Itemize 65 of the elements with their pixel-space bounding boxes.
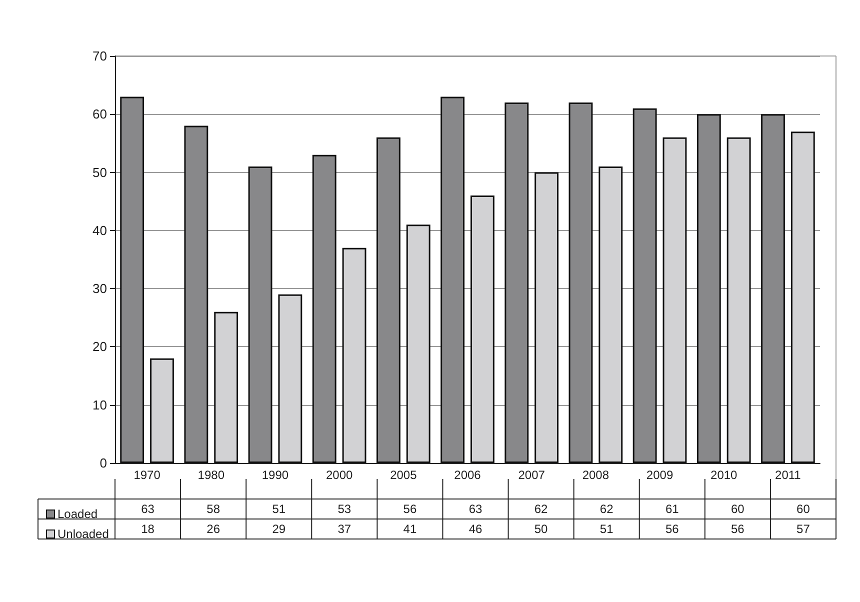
bar <box>470 196 494 463</box>
y-tick-label: 10 <box>92 397 107 412</box>
bar <box>790 132 815 463</box>
data-label: 56 <box>731 522 745 536</box>
data-label: 56 <box>665 522 680 536</box>
data-label: 50 <box>534 522 548 536</box>
data-label: 51 <box>600 522 614 536</box>
data-label: 57 <box>796 522 810 536</box>
data-label: 56 <box>403 502 417 516</box>
data-label: 46 <box>468 522 482 536</box>
x-tick-label: 2000 <box>326 468 353 482</box>
bar <box>248 166 272 463</box>
x-tick-label: 1990 <box>262 468 289 482</box>
y-tick-label: 30 <box>92 281 107 296</box>
x-tick-label: 2005 <box>390 468 418 482</box>
bar <box>312 154 336 463</box>
bar <box>598 166 623 463</box>
y-tick-label: 0 <box>100 456 107 470</box>
data-label: 29 <box>272 522 286 536</box>
data-label: 37 <box>338 522 352 536</box>
data-label: 51 <box>272 502 286 516</box>
bar <box>184 126 208 463</box>
bar <box>632 108 657 463</box>
legend-label: Loaded <box>58 507 98 521</box>
bar <box>406 224 430 463</box>
data-label: 63 <box>468 502 482 516</box>
data-label: 18 <box>141 522 155 536</box>
bar <box>440 96 465 463</box>
bar <box>568 102 593 463</box>
bar <box>662 137 687 463</box>
x-tick-label: 2007 <box>518 468 546 482</box>
bar <box>534 172 559 463</box>
data-label: 62 <box>600 502 614 516</box>
data-label: 62 <box>534 502 548 516</box>
data-label: 53 <box>338 502 352 516</box>
x-tick-label: 2011 <box>775 468 802 482</box>
bar <box>376 137 400 463</box>
x-tick-label: 2006 <box>454 468 482 482</box>
y-tick-label: 20 <box>92 339 107 354</box>
x-tick-label: 2008 <box>582 468 610 482</box>
y-tick-label: 40 <box>92 222 107 238</box>
bar <box>342 248 366 463</box>
x-tick-label: 2009 <box>646 468 674 482</box>
bar <box>214 312 238 463</box>
bar <box>278 294 302 463</box>
data-label: 26 <box>206 522 220 536</box>
data-label: 60 <box>731 502 745 516</box>
legend-label: Unloaded <box>58 527 109 541</box>
bar <box>761 114 785 463</box>
y-tick-label: 50 <box>92 164 107 180</box>
bar <box>726 137 751 463</box>
data-label: 63 <box>141 502 155 516</box>
bar <box>120 96 144 463</box>
x-tick-label: 1980 <box>198 468 225 482</box>
x-tick-label: 2010 <box>710 468 738 482</box>
data-label: 58 <box>206 502 220 516</box>
x-tick-label: 1970 <box>134 468 161 482</box>
data-label: 41 <box>403 522 417 536</box>
y-tick-label: 60 <box>92 106 107 122</box>
bar <box>150 358 174 463</box>
y-tick-label: 70 <box>92 48 107 64</box>
data-label: 61 <box>665 502 680 516</box>
bar <box>696 114 721 463</box>
bar <box>504 102 529 463</box>
data-label: 60 <box>796 502 810 516</box>
